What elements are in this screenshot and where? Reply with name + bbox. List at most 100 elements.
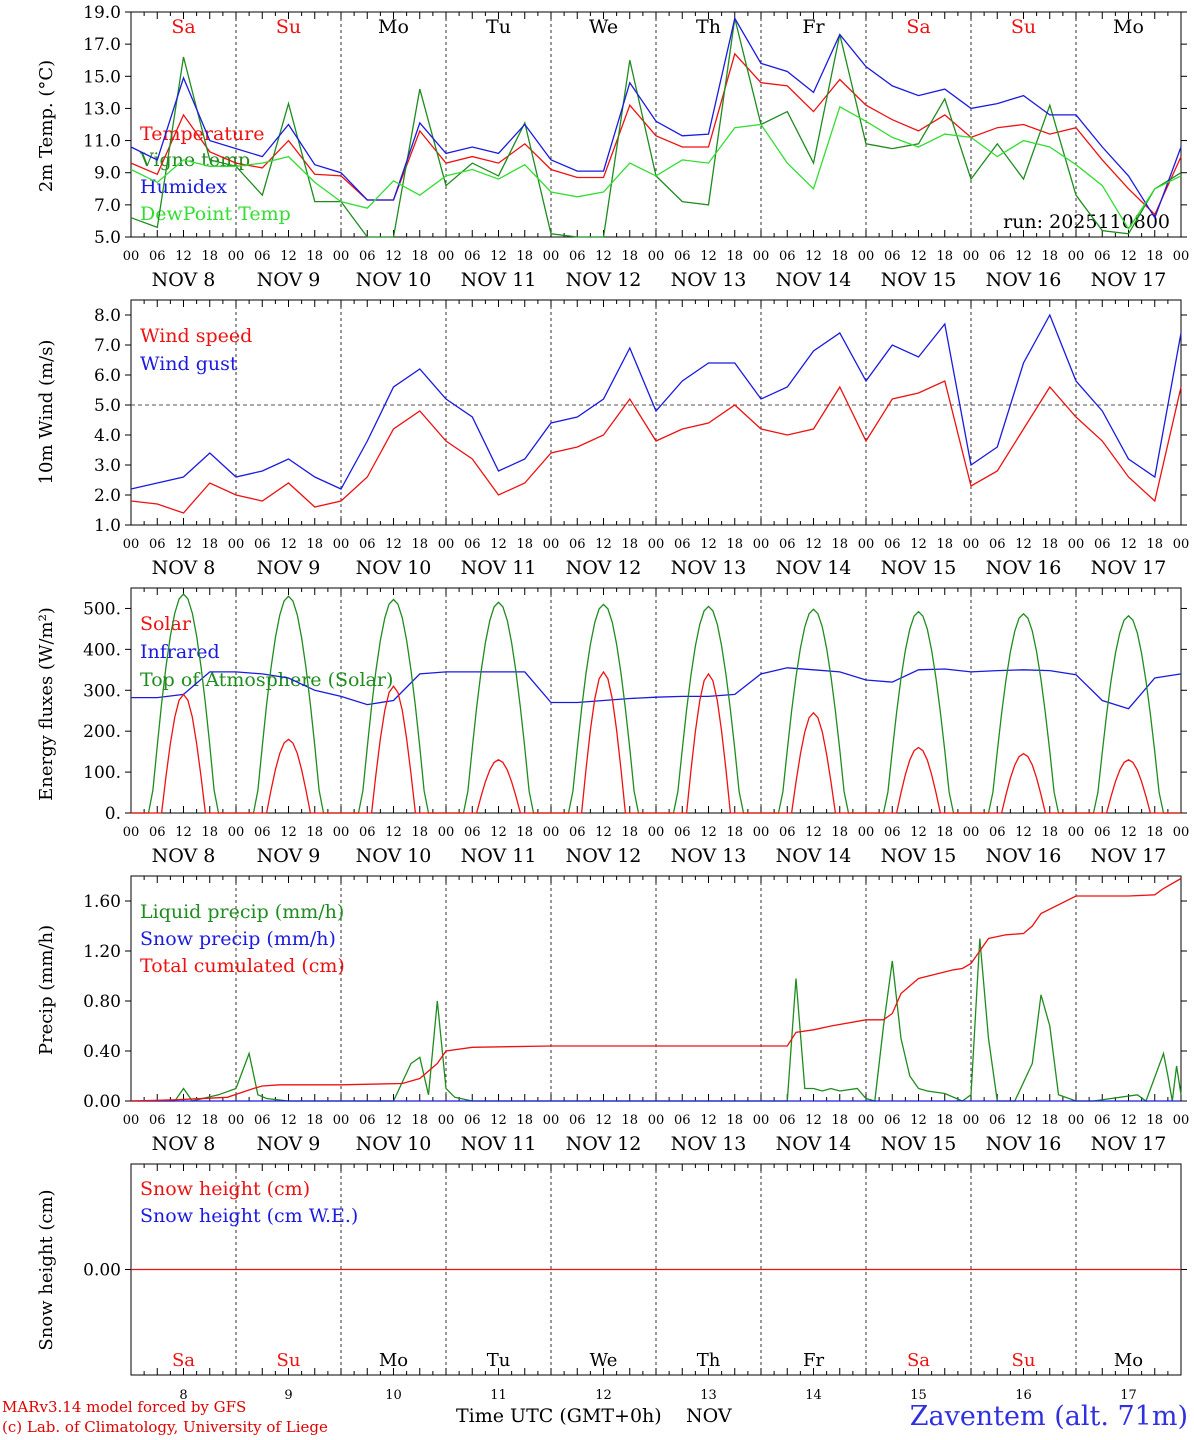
legend-lightgreen: DewPoint Temp — [140, 203, 291, 225]
y-tick-label: 0.00 — [83, 1092, 121, 1112]
hour-label: 00 — [333, 537, 350, 552]
hour-label: 12 — [595, 1113, 612, 1128]
hour-label: 12 — [1015, 537, 1032, 552]
date-label: NOV 10 — [356, 269, 432, 291]
date-label: NOV 14 — [776, 269, 852, 291]
hour-label: 06 — [884, 825, 901, 840]
hour-label: 00 — [1173, 249, 1190, 264]
hour-label: 12 — [280, 825, 297, 840]
time-axis-month: NOV — [686, 1405, 732, 1427]
hour-label: 18 — [411, 825, 428, 840]
y-tick-label: 6.0 — [94, 366, 121, 386]
hour-label: 06 — [1094, 825, 1111, 840]
y-tick-label: 2.0 — [94, 486, 121, 506]
hour-label: 00 — [1068, 249, 1085, 264]
date-label: NOV 8 — [152, 557, 216, 579]
hour-label: 00 — [543, 825, 560, 840]
day-number: 16 — [1015, 1388, 1032, 1400]
hour-label: 18 — [1041, 537, 1058, 552]
hour-label: 06 — [464, 825, 481, 840]
legend-blue: Wind gust — [140, 353, 238, 375]
hour-label: 18 — [1146, 1113, 1163, 1128]
y-tick-label: 0. — [105, 804, 121, 824]
day-number: 17 — [1120, 1388, 1137, 1400]
hour-label: 18 — [621, 1113, 638, 1128]
weekday-label: Mo — [1113, 16, 1144, 38]
y-tick-label: 500. — [83, 599, 121, 619]
y-tick-label: 8.0 — [94, 306, 121, 326]
hour-label: 12 — [385, 825, 402, 840]
weekday-label: Sa — [907, 1350, 930, 1371]
hour-label: 18 — [621, 249, 638, 264]
weekday-label: Mo — [1114, 1350, 1143, 1371]
y-tick-label: 4.0 — [94, 426, 121, 446]
hour-label: 00 — [858, 1113, 875, 1128]
date-label: NOV 16 — [986, 557, 1062, 579]
date-label: NOV 8 — [152, 269, 216, 291]
series-line-blue — [130, 16, 1182, 220]
hour-label: 12 — [385, 537, 402, 552]
hour-label: 18 — [1041, 249, 1058, 264]
legend-blue: Humidex — [140, 176, 227, 198]
hour-label: 00 — [333, 1113, 350, 1128]
day-number: 11 — [490, 1388, 507, 1400]
station-name: Zaventem (alt. 71m) — [909, 1401, 1188, 1432]
date-label: NOV 11 — [461, 269, 537, 291]
hour-label: 00 — [963, 1113, 980, 1128]
y-tick-label: 400. — [83, 640, 121, 660]
hour-label: 12 — [280, 1113, 297, 1128]
hour-label: 00 — [333, 249, 350, 264]
date-label: NOV 16 — [986, 845, 1062, 867]
panel-frame-energy — [130, 587, 1182, 814]
day-number: 12 — [595, 1388, 612, 1400]
hour-label: 06 — [1094, 1113, 1111, 1128]
hour-label: 00 — [858, 249, 875, 264]
hour-label: 18 — [201, 249, 218, 264]
hour-label: 00 — [543, 249, 560, 264]
hour-label: 18 — [201, 825, 218, 840]
hour-label: 18 — [516, 1113, 533, 1128]
series-line-red — [131, 670, 1181, 814]
legend-blue: Snow height (cm W.E.) — [140, 1205, 358, 1227]
date-label: NOV 14 — [776, 1133, 852, 1155]
y-tick-label: 7.0 — [94, 196, 121, 216]
date-label: NOV 12 — [566, 269, 642, 291]
hour-label: 12 — [175, 825, 192, 840]
hour-label: 06 — [149, 249, 166, 264]
hour-label: 12 — [490, 1113, 507, 1128]
hour-label: 00 — [543, 537, 560, 552]
hour-label: 06 — [569, 249, 586, 264]
date-label: NOV 12 — [566, 1133, 642, 1155]
day-number: 13 — [700, 1388, 717, 1400]
date-label: NOV 13 — [671, 269, 747, 291]
hour-label: 18 — [201, 537, 218, 552]
weekday-label: Su — [1012, 1350, 1036, 1371]
date-label: NOV 11 — [461, 1133, 537, 1155]
hour-label: 06 — [779, 537, 796, 552]
hour-label: 12 — [1120, 825, 1137, 840]
model-credit: MARv3.14 model forced by GFS — [2, 1398, 247, 1416]
hour-label: 06 — [779, 249, 796, 264]
hour-label: 12 — [910, 537, 927, 552]
hour-label: 06 — [254, 249, 271, 264]
hour-label: 18 — [936, 1113, 953, 1128]
hour-label: 18 — [306, 825, 323, 840]
weekday-label: Fr — [802, 16, 825, 38]
hour-label: 18 — [726, 825, 743, 840]
y-tick-label: 100. — [83, 763, 121, 783]
weekday-label: We — [590, 1350, 618, 1371]
series-line-lightgreen — [130, 105, 1182, 231]
weekday-label: Fr — [803, 1350, 824, 1371]
series-line-blue — [131, 667, 1182, 710]
hour-label: 00 — [438, 249, 455, 264]
y-tick-label: 0.40 — [83, 1042, 121, 1062]
hour-label: 12 — [280, 537, 297, 552]
legend-green: Vigne temp — [139, 149, 250, 171]
hour-label: 00 — [648, 537, 665, 552]
hour-label: 18 — [726, 249, 743, 264]
hour-label: 06 — [779, 825, 796, 840]
hour-label: 18 — [411, 249, 428, 264]
hour-label: 18 — [1041, 825, 1058, 840]
weekday-label: Su — [1011, 16, 1036, 38]
hour-label: 00 — [1173, 825, 1190, 840]
